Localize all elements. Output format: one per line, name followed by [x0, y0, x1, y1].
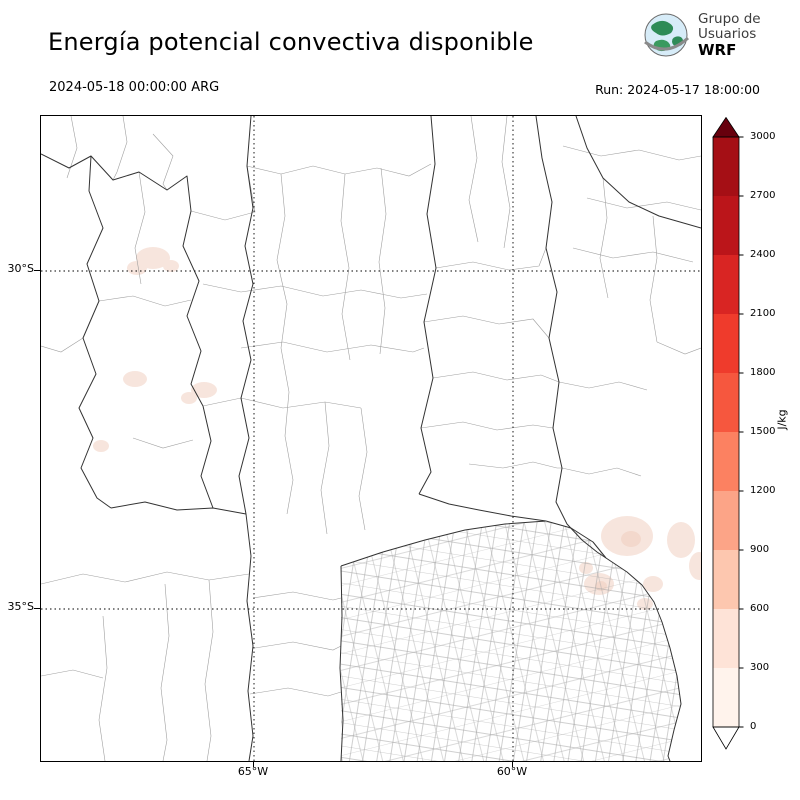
lat-tick-label-35s: 35°S [7, 600, 34, 613]
colorbar: 0 300 600 900 1200 1500 1800 2100 2400 2700 3000 J… [712, 116, 800, 757]
globe-icon [644, 13, 690, 57]
logo-line-wrf: WRF [698, 41, 737, 59]
province-boundaries [41, 116, 701, 761]
colorbar-unit-label: J/kg [775, 409, 789, 430]
valid-time-label: 2024-05-18 00:00:00 ARG [49, 80, 220, 95]
lon-tick-label-65w: 65°W [237, 765, 269, 778]
colorbar-tick-label: 2100 [750, 308, 776, 319]
lon-tickmark-65w [253, 761, 254, 767]
colorbar-tick-label: 300 [750, 662, 770, 673]
colorbar-segments [713, 137, 739, 728]
colorbar-tickmarks [739, 136, 744, 728]
colorbar-tick-label: 900 [750, 544, 770, 555]
colorbar-tick-label: 1500 [750, 426, 776, 437]
logo-line-1: Grupo de [698, 11, 761, 27]
colorbar-tick-label: 1200 [750, 485, 776, 496]
lon-tickmark-60w [512, 761, 513, 767]
colorbar-tick-labels: 0 300 600 900 1200 1500 1800 2100 2400 2700 3000 [712, 117, 800, 751]
wrf-logo: Grupo de Usuarios WRF [642, 11, 798, 67]
run-time-label: Run: 2024-05-17 18:00:00 [595, 82, 760, 97]
graticule-gridlines [41, 116, 701, 761]
colorbar-tick-label: 1800 [750, 367, 776, 378]
lat-tickmark-35s [34, 608, 40, 609]
map-canvas [41, 116, 701, 761]
page-title: Energía potencial convectiva disponible [48, 28, 534, 56]
logo-line-2: Usuarios [698, 26, 757, 42]
lon-tick-label-60w: 60°W [496, 765, 528, 778]
map-frame [40, 115, 702, 762]
department-mesh [341, 521, 681, 761]
colorbar-tick-label: 0 [750, 721, 757, 732]
colorbar-tick-label: 2400 [750, 249, 776, 260]
colorbar-gradient [712, 116, 744, 750]
department-boundaries [41, 116, 701, 761]
colorbar-tick-label: 3000 [750, 131, 776, 142]
logo-text: Grupo de Usuarios WRF [698, 12, 761, 58]
colorbar-tick-label: 600 [750, 603, 770, 614]
lat-tickmark-30s [34, 270, 40, 271]
colorbar-tick-label: 2700 [750, 190, 776, 201]
lat-tick-label-30s: 30°S [7, 262, 34, 275]
